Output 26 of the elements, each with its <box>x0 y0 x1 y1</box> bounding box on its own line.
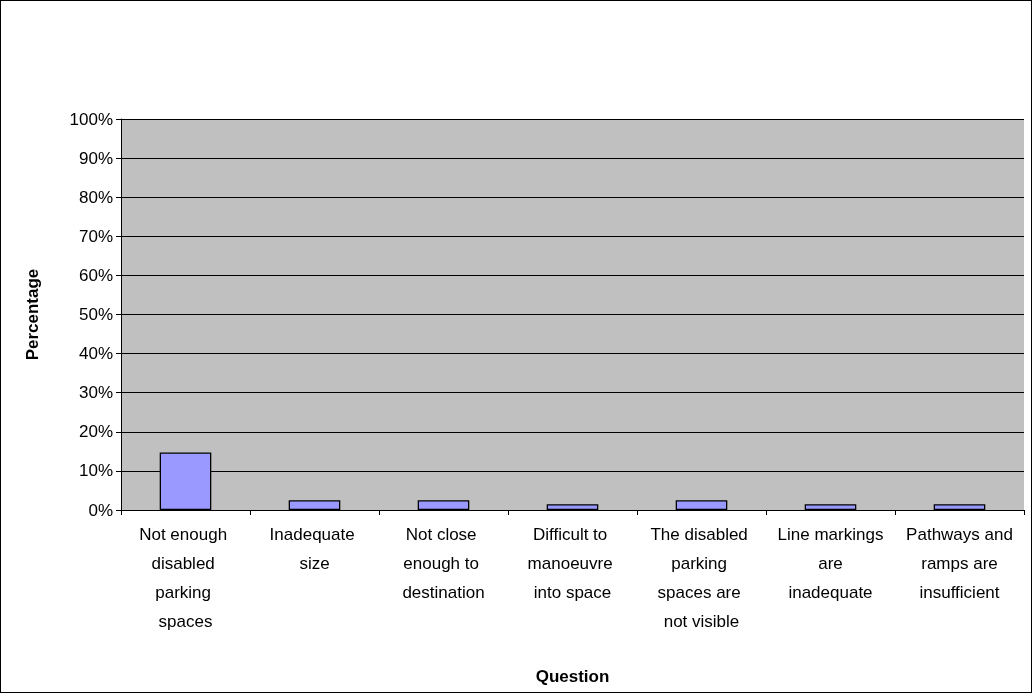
y-tick-label: 100% <box>69 109 113 129</box>
y-tick-label: 60% <box>78 265 113 285</box>
bar <box>546 504 599 510</box>
bar <box>288 500 341 510</box>
x-axis-title: Question <box>535 667 610 686</box>
x-tick-label: Line markings are inadequate <box>777 525 884 602</box>
bar <box>933 504 986 510</box>
y-tick-label: 30% <box>78 383 113 403</box>
x-tick-label: Not close enough to destination <box>402 525 485 602</box>
y-tick-label: 0% <box>88 500 113 520</box>
x-tick-label: Pathways and ramps are insufficient <box>906 525 1013 602</box>
y-tick-label: 90% <box>78 148 113 168</box>
y-tick-label: 10% <box>78 461 113 481</box>
y-tick-label: 80% <box>78 187 113 207</box>
y-tick-label: 20% <box>78 422 113 442</box>
y-tick-label: 40% <box>78 344 113 364</box>
bar <box>804 504 857 510</box>
bar <box>417 500 470 510</box>
y-tick-label: 50% <box>78 305 113 324</box>
bar <box>675 500 728 510</box>
y-tick-label: 70% <box>78 226 113 246</box>
x-tick-label: Not enough disabled parking spaces <box>139 525 232 631</box>
x-tick-label: Inadequate size <box>269 525 360 573</box>
y-axis-title: Percentage <box>23 268 42 361</box>
x-tick-label: The disabled parking spaces are not visible <box>650 525 753 631</box>
x-tick-label: Difficult to manoeuvre into space <box>527 525 618 602</box>
